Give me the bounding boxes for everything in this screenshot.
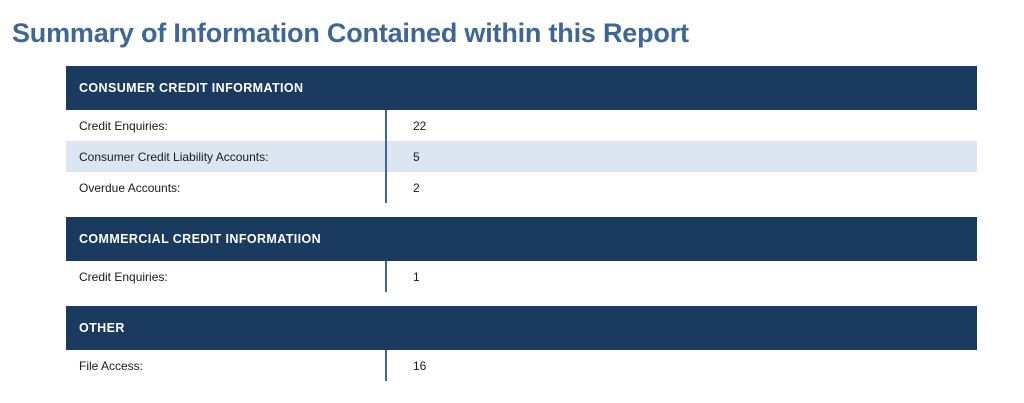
consumer-credit-section: CONSUMER CREDIT INFORMATION Credit Enqui… [66,66,977,203]
row-label: Overdue Accounts: [66,172,387,203]
other-header: OTHER [66,306,977,350]
row-value: 22 [413,118,427,133]
table-row: Credit Enquiries: 22 [66,110,977,141]
page-title: Summary of Information Contained within … [12,18,689,48]
row-label: Credit Enquiries: [66,110,387,141]
commercial-credit-header: COMMERCIAL CREDIT INFORMATIION [66,217,977,261]
table-row: Overdue Accounts: 2 [66,172,977,203]
row-value: 2 [413,180,420,195]
table-row: Consumer Credit Liability Accounts: 5 [66,141,977,172]
row-label: File Access: [66,350,387,381]
commercial-credit-section: COMMERCIAL CREDIT INFORMATIION Credit En… [66,217,977,292]
row-value: 1 [413,269,420,284]
other-section: OTHER File Access: 16 [66,306,977,381]
row-value: 16 [413,358,427,373]
row-value: 5 [413,149,420,164]
row-label: Consumer Credit Liability Accounts: [66,141,387,172]
table-row: Credit Enquiries: 1 [66,261,977,292]
table-row: File Access: 16 [66,350,977,381]
consumer-credit-header: CONSUMER CREDIT INFORMATION [66,66,977,110]
row-label: Credit Enquiries: [66,261,387,292]
